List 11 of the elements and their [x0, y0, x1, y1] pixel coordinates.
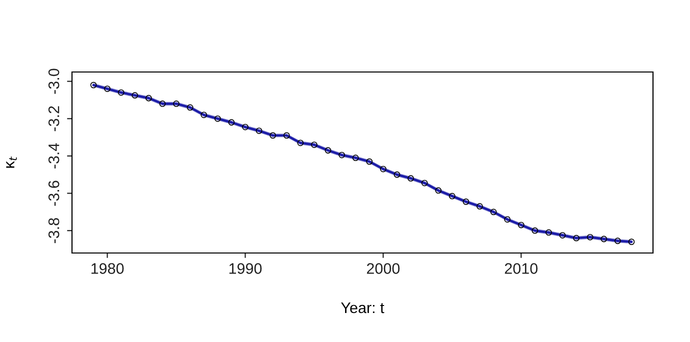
- y-axis-title: κ$_{t}$: [6, 156, 17, 168]
- y-tick-label: -3.2: [48, 106, 60, 132]
- x-tick-label: 1980: [91, 263, 124, 274]
- x-tick-label: 2010: [504, 263, 538, 274]
- y-tick-label: -3.4: [48, 143, 60, 168]
- y-tick-label: -3.6: [48, 180, 60, 206]
- y-tick-label: -3.8: [48, 218, 60, 244]
- x-axis-title: Year: t: [341, 302, 384, 314]
- y-tick-label: -3.0: [48, 68, 60, 94]
- x-tick-label: 2000: [366, 263, 400, 274]
- x-tick-label: 1990: [229, 263, 262, 274]
